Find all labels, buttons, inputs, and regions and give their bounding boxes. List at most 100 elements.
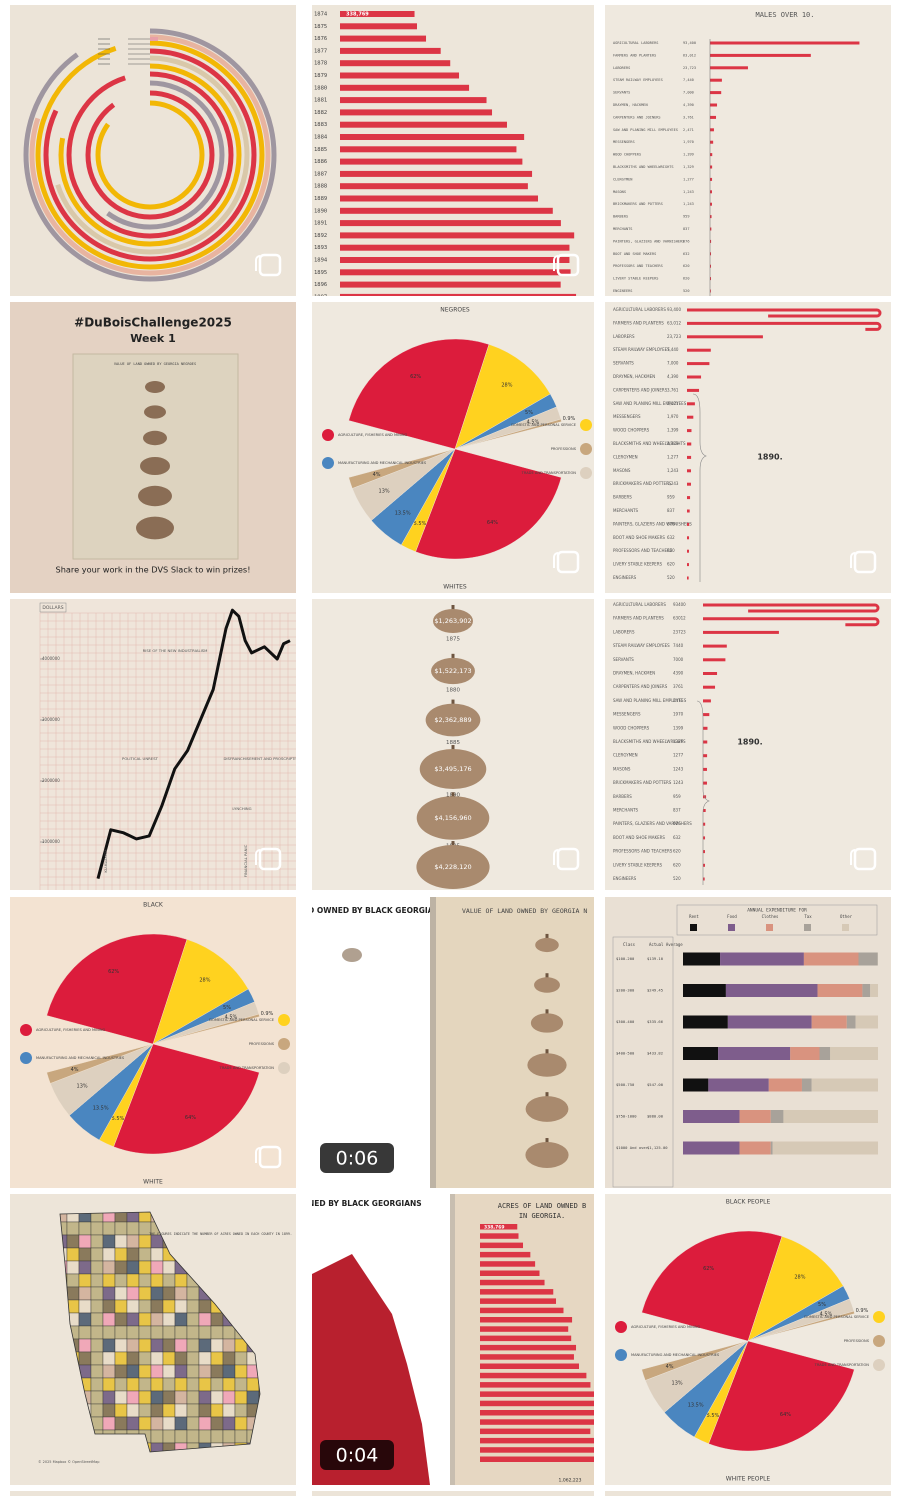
county	[150, 1403, 164, 1418]
county	[138, 1299, 152, 1314]
annotation: RISE OF THE NEW INDUSTRIALISM	[143, 648, 208, 653]
bar	[687, 536, 690, 540]
bar-segment	[683, 1110, 740, 1123]
bar	[480, 1233, 519, 1239]
bar-segment	[683, 984, 726, 997]
post-title: #DuBoisChallenge2025	[74, 316, 232, 330]
county	[174, 1390, 188, 1405]
category-label: SERVANTS	[613, 361, 634, 366]
post-occupations-bars[interactable]: AGRICULTURAL LABORERS 93400 FARMERS AND PL…	[605, 599, 891, 890]
legend-label: AGRICULTURE, FISHERIES AND MINING	[631, 1325, 701, 1329]
county	[78, 1312, 92, 1327]
legend-dot	[580, 443, 592, 455]
county	[246, 1377, 260, 1392]
next-post[interactable]	[605, 1491, 891, 1496]
pie-slice	[747, 1236, 844, 1342]
bar	[687, 362, 710, 366]
post-expenditure[interactable]: ANNUAL EXPENDITURE FOR Rent Food Clothes Tax…	[605, 897, 891, 1188]
post-video-land-value[interactable]: D OWNED BY BLACK GEORGIANS. VALUE OF LAND…	[312, 897, 594, 1188]
bar	[340, 109, 493, 116]
county	[198, 1312, 212, 1327]
next-post[interactable]	[312, 1491, 594, 1496]
value-label: 1,243	[667, 468, 679, 473]
bar-segment	[855, 1015, 878, 1029]
class-label: $500-750	[616, 1082, 635, 1087]
pumpkin	[527, 1053, 567, 1077]
county	[114, 1221, 128, 1236]
county	[150, 1416, 164, 1431]
bar	[340, 220, 561, 227]
category-label: LIVERY STABLE KEEPERS	[613, 277, 658, 281]
group-label: WHITE PEOPLE	[726, 1476, 771, 1483]
legend-dot	[278, 1038, 290, 1050]
bar	[480, 1317, 573, 1323]
legend-label: PROFESSIONS	[551, 447, 577, 451]
post-pie-people[interactable]: BLACK PEOPLE 62% 28% 5% 4.5% 0.9% WHITE PEOPLE…	[605, 1194, 891, 1485]
bar-segment	[870, 984, 878, 997]
bar	[703, 658, 726, 662]
bar-segment	[803, 952, 859, 966]
county	[198, 1338, 212, 1353]
bar	[480, 1270, 540, 1276]
post-occupations[interactable]: AGRICULTURAL LABORERS 93,400 FARMERS AND P…	[605, 302, 891, 593]
bar	[340, 244, 570, 251]
bar	[480, 1354, 574, 1360]
next-post[interactable]	[10, 1491, 296, 1496]
year-label: 1885	[446, 740, 461, 746]
legend-swatch	[728, 924, 735, 931]
post-occupations-typed[interactable]: MALES OVER 10. AGRICULTURAL LABORERS 93,40…	[605, 5, 891, 296]
county	[126, 1416, 140, 1431]
year-label: 1884	[314, 135, 328, 141]
post-pie-black[interactable]: BLACK 62% 28% 5% 4.5% 0.9% WHITE 64% 5.5%13.5% 13…	[10, 897, 296, 1188]
bar-segment	[727, 1015, 812, 1029]
category-label: MESSENGERS	[613, 712, 641, 717]
bar-segment	[790, 1047, 820, 1060]
post-pie-negroes[interactable]: NEGROES 62% 28% 5% 4.5% 0.9% WHITES 64% 5.5%13.5…	[312, 302, 594, 593]
post-spiral[interactable]	[10, 5, 296, 296]
category-label: FARMERS AND PLANTERS	[613, 53, 656, 57]
value-label: 1,243	[683, 202, 694, 206]
year-label: 1880	[446, 688, 461, 694]
post-map[interactable]: THE FIGURES INDICATE THE NUMBER OF ACRES…	[10, 1194, 296, 1485]
bar	[687, 308, 882, 318]
county	[186, 1390, 200, 1405]
tile-background	[10, 599, 296, 890]
year-label: 1877	[314, 48, 327, 54]
category-label: BARBERS	[613, 794, 632, 799]
county	[186, 1429, 200, 1444]
county	[90, 1286, 104, 1301]
bar	[340, 134, 525, 140]
post-acres-bars[interactable]: 1874 1875 1876 1877 1878 1879 1880 1881 1882 1883…	[312, 5, 594, 296]
value-label: 3,761	[667, 387, 679, 392]
legend-label: AGRICULTURE, FISHERIES AND MINING	[36, 1028, 106, 1032]
slice-label: 62%	[410, 374, 421, 380]
value-line	[96, 608, 291, 879]
legend-dot	[322, 429, 334, 441]
category-label: MASONS	[613, 190, 626, 194]
post-land-value[interactable]: $1,263,902 1875 $1,522,173 1880 $2,362,889 18…	[312, 599, 594, 890]
county	[222, 1338, 236, 1353]
county	[126, 1351, 140, 1366]
county	[186, 1416, 200, 1431]
value-label: $2,362,889	[434, 716, 471, 724]
bar	[340, 60, 451, 67]
value-label: 23,723	[683, 66, 696, 70]
pumpkin	[145, 381, 165, 393]
category-label: LABORERS	[613, 66, 630, 70]
county	[90, 1247, 104, 1262]
post-subtitle: Week 1	[130, 332, 175, 345]
county	[114, 1364, 128, 1379]
bar	[710, 277, 711, 281]
post-challenge[interactable]: #DuBoisChallenge2025 Week 1 VALUE OF LAND …	[10, 302, 296, 593]
category-label: SERVANTS	[613, 91, 630, 95]
bar-segment	[683, 1141, 740, 1155]
year-label: 1893	[314, 245, 327, 251]
bar	[480, 1437, 594, 1444]
county	[138, 1260, 152, 1275]
county	[102, 1377, 116, 1392]
legend-label: TRADE AND TRANSPORTATION	[521, 471, 577, 475]
year-label: 1885	[314, 147, 327, 153]
post-property-line[interactable]: DOLLARS 1000000 2000000 3000000 4000000 POLIT…	[10, 599, 296, 890]
post-video-acres[interactable]: NED BY BLACK GEORGIANS ACRES OF LAND OWNE…	[312, 1194, 594, 1485]
video-duration: 0:06	[336, 1148, 379, 1170]
